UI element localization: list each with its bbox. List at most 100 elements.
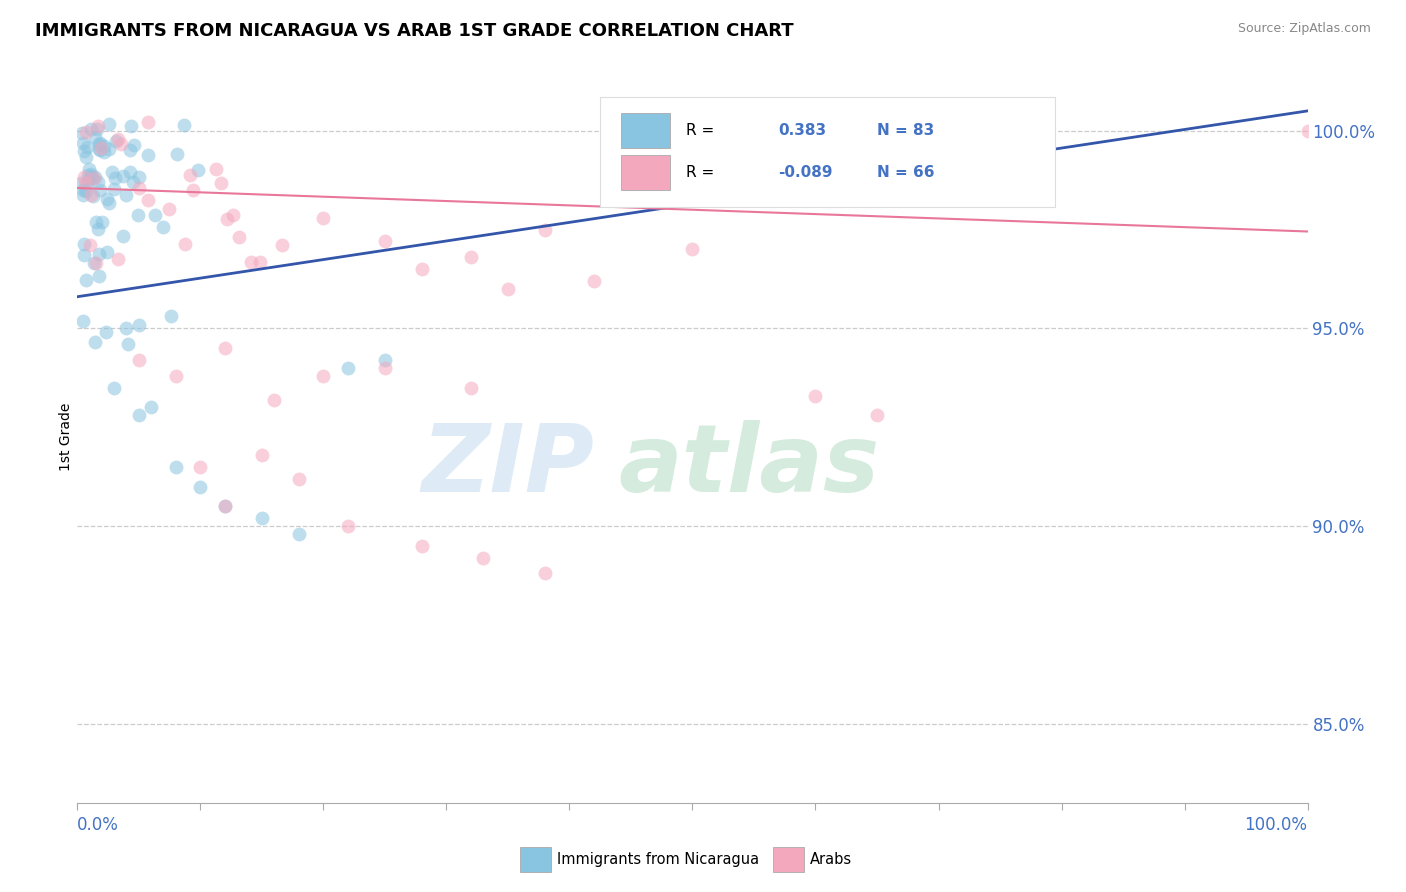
Point [76,140,98,154]
Point [127,208,149,222]
Point [75,185,97,199]
Point [141,401,163,415]
Point [240,255,263,269]
Point [165,459,187,474]
Bar [520,847,551,872]
Point [72,188,94,202]
Point [118,143,141,157]
Point [187,162,209,177]
Point [128,170,150,185]
Text: IMMIGRANTS FROM NICARAGUA VS ARAB 1ST GRADE CORRELATION CHART: IMMIGRANTS FROM NICARAGUA VS ARAB 1ST GR… [35,22,794,40]
Point [288,527,311,541]
Point [228,230,250,244]
Point [103,181,125,195]
Point [86,120,108,134]
Point [91,214,114,228]
Point [87,246,110,260]
Point [72,126,94,140]
Point [93,139,115,153]
Point [250,511,273,525]
Point [83,171,105,186]
Text: atlas: atlas [619,420,880,512]
Point [122,138,145,153]
Point [73,237,96,252]
Point [96,245,118,260]
Point [77,168,100,182]
Point [84,169,107,184]
Point [121,175,143,189]
Point [104,134,127,148]
Point [87,143,110,157]
Point [97,196,120,211]
Point [288,472,311,486]
Text: -0.089: -0.089 [779,165,834,180]
Bar [621,113,671,148]
Point [866,409,889,423]
Point [96,192,118,206]
Point [86,122,108,136]
Point [214,500,236,514]
Point [374,235,396,249]
Point [111,169,134,183]
Point [534,222,557,236]
Point [110,137,132,152]
Point [96,326,118,340]
Point [337,360,360,375]
Text: Immigrants from Nicaragua: Immigrants from Nicaragua [557,853,759,867]
Point [117,337,139,351]
Point [460,250,482,264]
Point [312,368,335,383]
Point [73,176,96,190]
Point [89,136,111,151]
Point [136,148,159,162]
Point [159,309,181,323]
Point [128,181,150,195]
Point [114,321,136,335]
Point [128,353,150,368]
Point [188,479,212,493]
Point [152,219,174,234]
Point [534,566,557,581]
Point [72,314,94,328]
Point [89,183,111,197]
Point [104,170,127,185]
Point [84,215,107,229]
Point [75,273,97,287]
Text: N = 66: N = 66 [877,165,935,180]
Point [75,150,97,164]
Point [215,211,238,226]
Point [77,172,100,186]
Point [75,125,97,139]
Point [72,183,94,197]
Point [249,254,271,268]
Point [77,161,100,176]
Point [583,274,606,288]
Bar [621,154,671,190]
Text: ZIP: ZIP [422,420,595,512]
Text: 0.0%: 0.0% [77,816,120,834]
Point [87,175,110,189]
Point [270,238,292,252]
Point [86,222,108,236]
Point [107,252,129,267]
Point [112,229,135,244]
Point [82,189,104,203]
Point [84,255,107,269]
Point [98,117,121,131]
Text: R =: R = [686,165,714,180]
Point [84,129,107,144]
Point [682,242,704,256]
Point [87,268,110,283]
Point [337,519,360,533]
Text: N = 83: N = 83 [877,123,934,138]
Point [411,262,433,277]
Point [128,318,150,332]
Point [804,388,827,402]
Point [214,500,236,514]
Point [312,211,335,225]
Point [496,282,519,296]
Point [120,119,142,133]
Point [472,550,495,565]
Text: Arabs: Arabs [810,853,852,867]
Point [136,115,159,129]
